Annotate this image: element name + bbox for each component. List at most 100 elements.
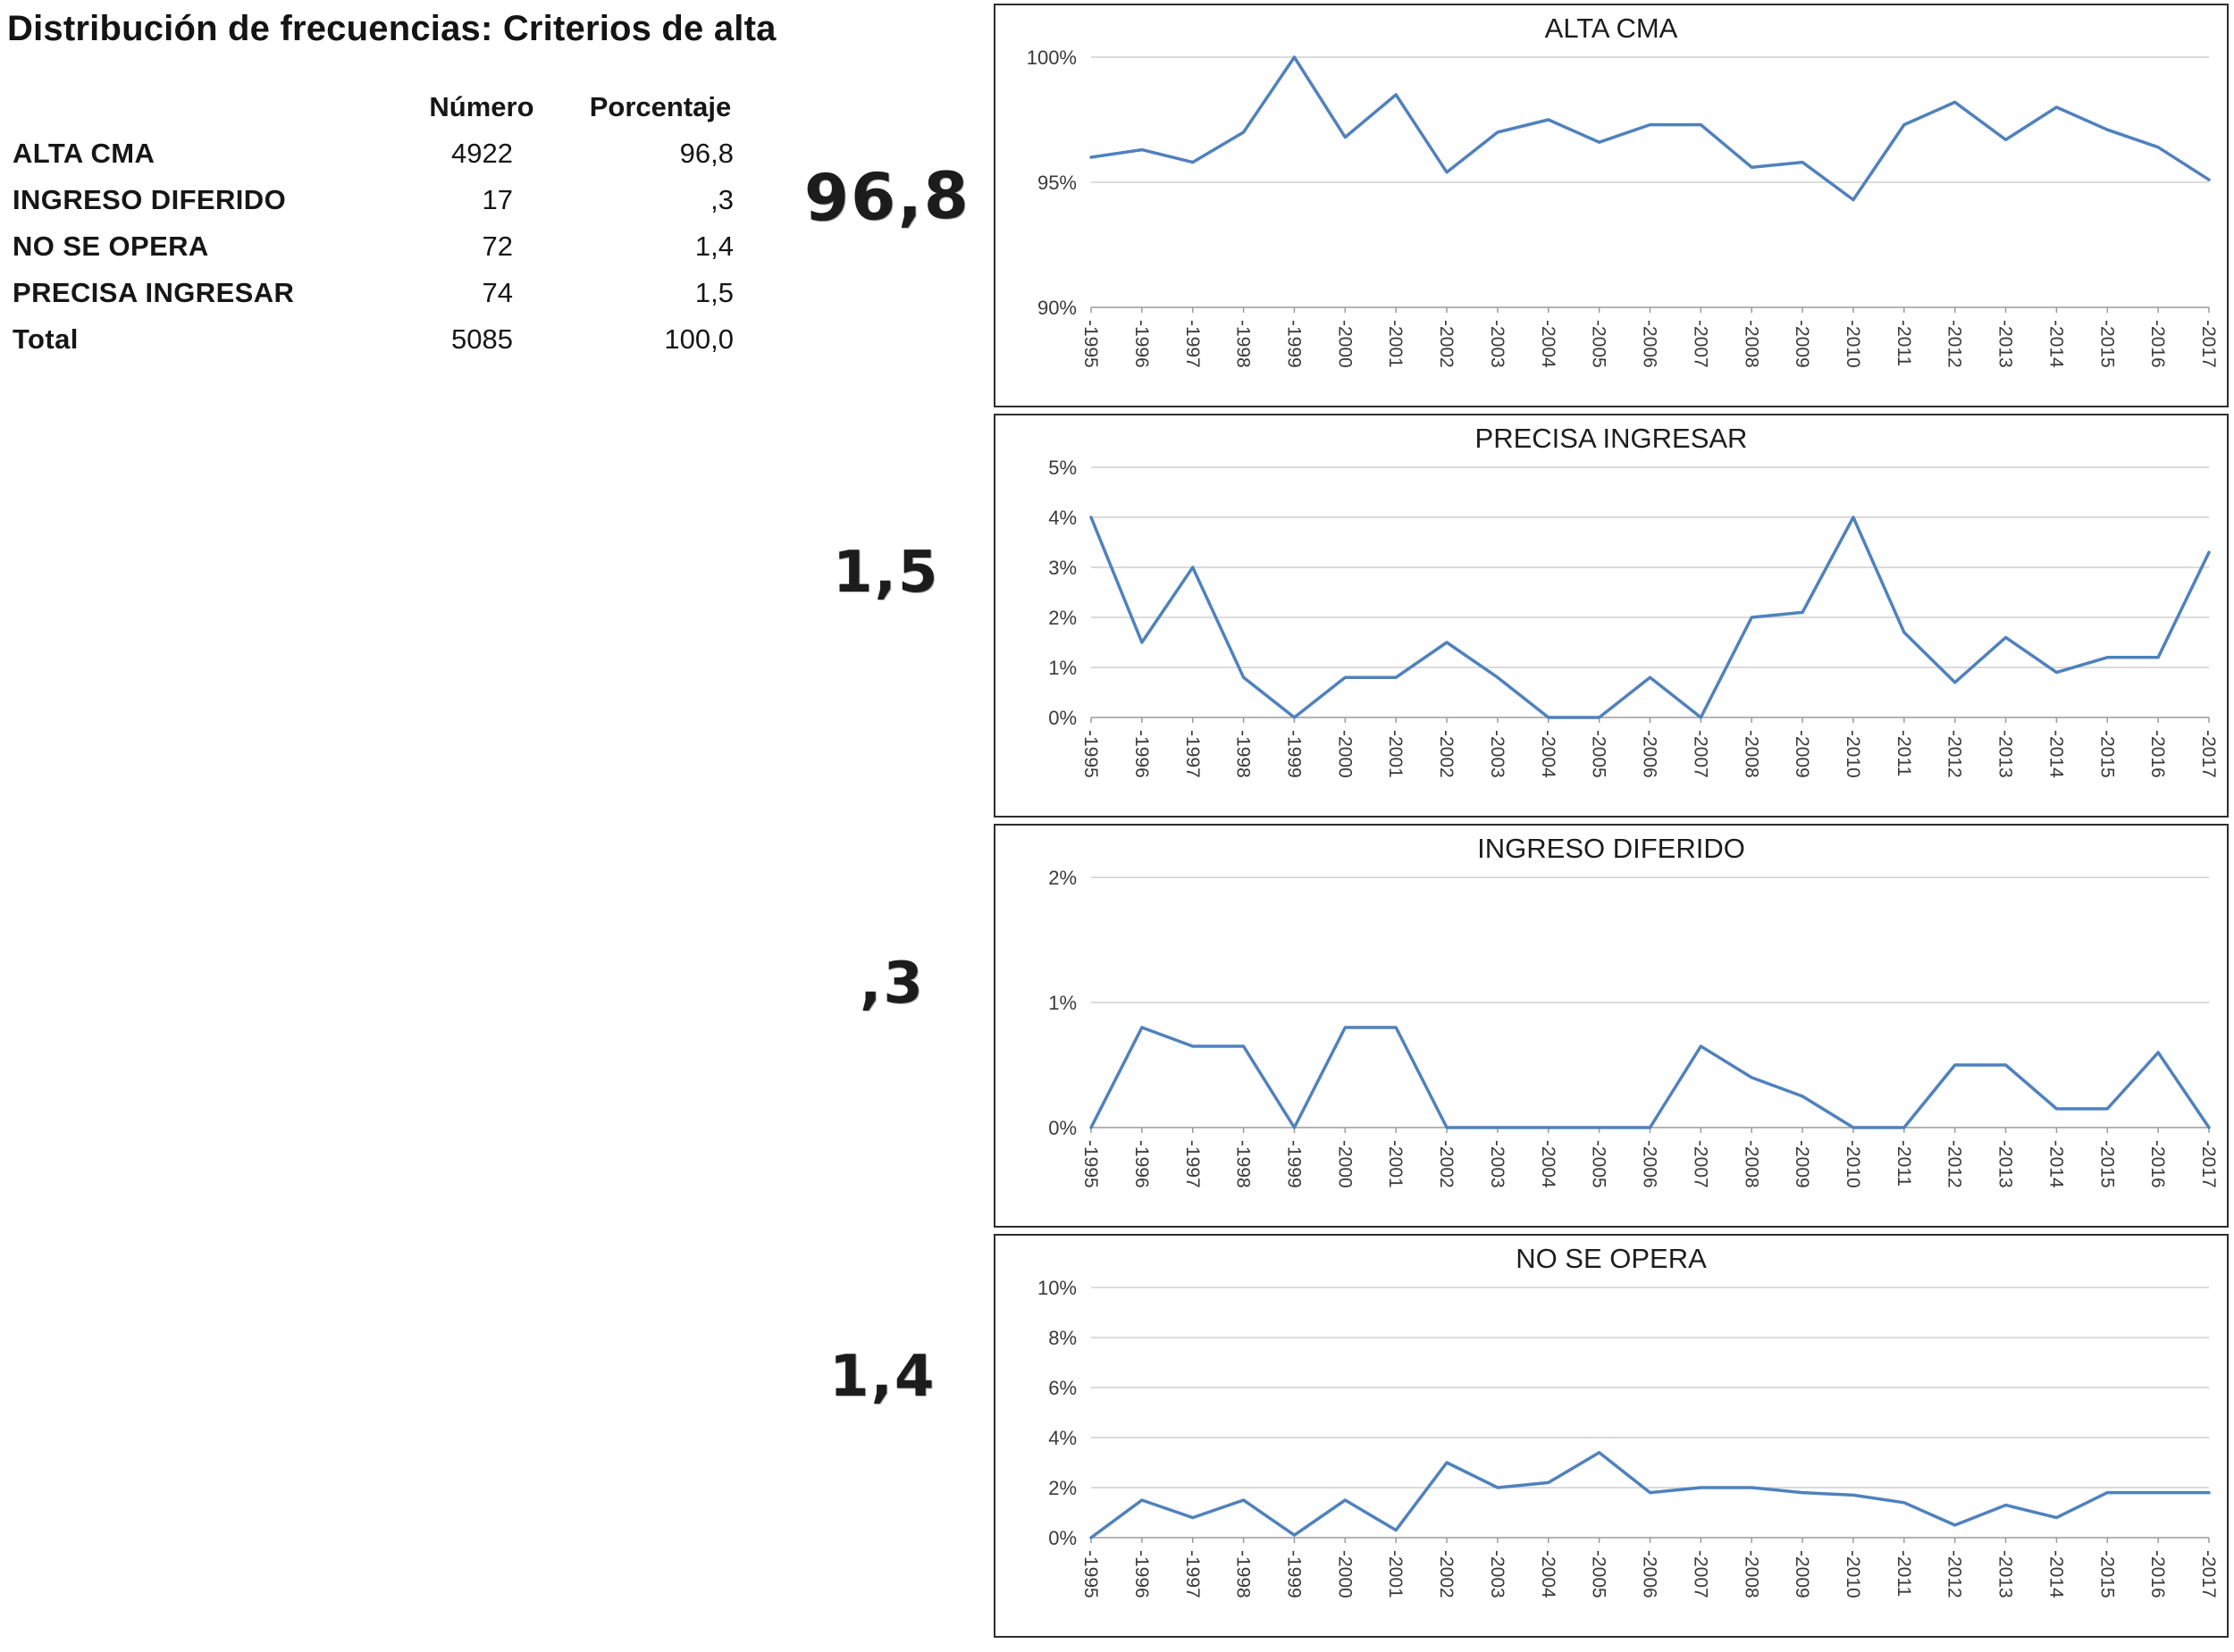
svg-text:3%: 3% bbox=[1048, 557, 1077, 579]
svg-text:0%: 0% bbox=[1048, 1527, 1077, 1549]
svg-text:-2009: -2009 bbox=[1792, 320, 1812, 368]
svg-text:-1996: -1996 bbox=[1131, 1550, 1152, 1598]
svg-text:4%: 4% bbox=[1048, 507, 1077, 529]
svg-text:4%: 4% bbox=[1048, 1427, 1077, 1449]
chart-panel-precisa-ingresar: PRECISA INGRESAR 0% 1% 2% 3% 4% 5% -1995 -1996 -… bbox=[994, 414, 2229, 818]
table-row-label: ALTA CMA bbox=[13, 138, 155, 169]
table-cell-porcentaje: 96,8 bbox=[679, 138, 734, 169]
svg-text:-2013: -2013 bbox=[1995, 320, 2016, 368]
svg-text:-1997: -1997 bbox=[1182, 1550, 1203, 1598]
table-row-label: PRECISA INGRESAR bbox=[13, 277, 295, 308]
svg-text:-1999: -1999 bbox=[1284, 1140, 1305, 1188]
svg-text:-1998: -1998 bbox=[1233, 320, 1254, 368]
svg-text:-2010: -2010 bbox=[1843, 730, 1863, 778]
svg-text:-2001: -2001 bbox=[1385, 1550, 1406, 1598]
table-cell-numero: 5085 bbox=[451, 323, 513, 355]
svg-text:-2009: -2009 bbox=[1792, 730, 1812, 778]
svg-text:-1999: -1999 bbox=[1284, 320, 1305, 368]
svg-text:-2017: -2017 bbox=[2198, 730, 2219, 778]
svg-text:-2015: -2015 bbox=[2096, 1550, 2117, 1598]
svg-text:-2002: -2002 bbox=[1436, 730, 1457, 778]
svg-text:-2007: -2007 bbox=[1690, 1550, 1710, 1598]
table-cell-porcentaje: ,3 bbox=[710, 184, 734, 215]
svg-text:-1995: -1995 bbox=[1080, 1140, 1101, 1188]
svg-text:90%: 90% bbox=[1037, 297, 1077, 319]
chart-title-ingreso-diferido: INGRESO DIFERIDO bbox=[1477, 833, 1745, 864]
table-header-porcentaje: Porcentaje bbox=[589, 91, 732, 122]
svg-text:-2001: -2001 bbox=[1385, 1140, 1406, 1188]
svg-text:-2017: -2017 bbox=[2198, 320, 2219, 368]
line-chart-precisa-ingresar: 0% 1% 2% 3% 4% 5% -1995 -1996 -1997 -1998 -1999 -20… bbox=[1048, 457, 2219, 778]
svg-text:-2002: -2002 bbox=[1436, 1550, 1457, 1598]
svg-text:-2003: -2003 bbox=[1487, 730, 1508, 778]
svg-text:-2000: -2000 bbox=[1334, 1140, 1355, 1188]
handwritten-value-ingreso-diferido: ,3 bbox=[860, 951, 925, 1017]
svg-text:-2010: -2010 bbox=[1843, 1140, 1863, 1188]
svg-text:-2007: -2007 bbox=[1690, 320, 1710, 368]
svg-text:-1999: -1999 bbox=[1284, 730, 1305, 778]
svg-text:-2014: -2014 bbox=[2045, 1550, 2066, 1598]
svg-text:-2011: -2011 bbox=[1894, 320, 1914, 366]
svg-text:1%: 1% bbox=[1048, 657, 1077, 679]
svg-text:-2012: -2012 bbox=[1944, 1550, 1965, 1598]
svg-text:-2008: -2008 bbox=[1741, 1140, 1761, 1188]
table-cell-porcentaje: 1,4 bbox=[694, 231, 734, 262]
svg-text:2%: 2% bbox=[1048, 607, 1077, 629]
table-header-numero: Número bbox=[429, 91, 534, 122]
svg-text:-2004: -2004 bbox=[1538, 730, 1558, 778]
chart-title-alta-cma: ALTA CMA bbox=[1544, 13, 1678, 44]
line-chart-alta-cma: 90% 95% 100% -1995 -1996 -1997 -1998 -1999 -2000… bbox=[1027, 46, 2219, 368]
svg-text:2%: 2% bbox=[1048, 867, 1077, 889]
table-cell-porcentaje: 100,0 bbox=[664, 323, 734, 355]
svg-text:-2012: -2012 bbox=[1944, 320, 1965, 368]
page-title: Distribución de frecuencias: Criterios d… bbox=[7, 9, 777, 48]
svg-text:0%: 0% bbox=[1048, 1117, 1077, 1139]
svg-text:95%: 95% bbox=[1037, 172, 1077, 194]
svg-text:-1997: -1997 bbox=[1182, 320, 1203, 368]
table-cell-numero: 72 bbox=[482, 231, 513, 262]
svg-text:-2017: -2017 bbox=[2198, 1140, 2219, 1188]
svg-text:-2005: -2005 bbox=[1589, 730, 1609, 778]
svg-text:-2012: -2012 bbox=[1944, 730, 1965, 778]
svg-text:-2003: -2003 bbox=[1487, 1140, 1508, 1188]
svg-text:-2004: -2004 bbox=[1538, 1550, 1558, 1598]
svg-text:-1996: -1996 bbox=[1131, 730, 1152, 778]
svg-text:-2012: -2012 bbox=[1944, 1140, 1965, 1188]
table-cell-numero: 4922 bbox=[451, 138, 513, 169]
svg-text:6%: 6% bbox=[1048, 1377, 1077, 1399]
svg-text:-2006: -2006 bbox=[1640, 1140, 1660, 1188]
svg-text:-2014: -2014 bbox=[2045, 1140, 2066, 1188]
svg-text:-2005: -2005 bbox=[1589, 1140, 1609, 1188]
svg-text:-1995: -1995 bbox=[1080, 320, 1101, 368]
svg-text:-2015: -2015 bbox=[2096, 320, 2117, 368]
svg-text:-2015: -2015 bbox=[2096, 1140, 2117, 1188]
svg-text:-2006: -2006 bbox=[1640, 1550, 1660, 1598]
table-cell-porcentaje: 1,5 bbox=[694, 277, 734, 308]
svg-text:-2000: -2000 bbox=[1334, 730, 1355, 778]
svg-text:-2009: -2009 bbox=[1792, 1140, 1812, 1188]
chart-title-no-se-opera: NO SE OPERA bbox=[1516, 1243, 1707, 1274]
svg-text:100%: 100% bbox=[1027, 46, 1077, 69]
svg-text:-1998: -1998 bbox=[1233, 1140, 1254, 1188]
charts-column: ALTA CMA 90% 95% 100% -1995 -1996 -1997 -1998 -… bbox=[994, 4, 2229, 1638]
table-cell-numero: 74 bbox=[482, 277, 513, 308]
svg-text:-2001: -2001 bbox=[1385, 730, 1406, 778]
svg-text:-2001: -2001 bbox=[1385, 320, 1406, 368]
svg-text:0%: 0% bbox=[1048, 707, 1077, 729]
svg-text:-2013: -2013 bbox=[1995, 1550, 2016, 1598]
svg-text:-1998: -1998 bbox=[1233, 1550, 1254, 1598]
svg-text:-2014: -2014 bbox=[2045, 730, 2066, 778]
svg-text:-1997: -1997 bbox=[1182, 730, 1203, 778]
table-row-label: INGRESO DIFERIDO bbox=[13, 184, 287, 215]
svg-text:-2005: -2005 bbox=[1589, 1550, 1609, 1598]
svg-text:-2008: -2008 bbox=[1741, 1550, 1761, 1598]
svg-text:-2000: -2000 bbox=[1334, 1550, 1355, 1598]
svg-text:-1998: -1998 bbox=[1233, 730, 1254, 778]
svg-text:-2016: -2016 bbox=[2147, 1140, 2168, 1188]
chart-panel-alta-cma: ALTA CMA 90% 95% 100% -1995 -1996 -1997 -1998 -… bbox=[994, 4, 2229, 407]
svg-text:-2006: -2006 bbox=[1640, 730, 1660, 778]
svg-text:-2004: -2004 bbox=[1538, 320, 1558, 368]
svg-text:-1995: -1995 bbox=[1080, 1550, 1101, 1598]
svg-text:2%: 2% bbox=[1048, 1477, 1077, 1499]
svg-text:-2003: -2003 bbox=[1487, 1550, 1508, 1598]
